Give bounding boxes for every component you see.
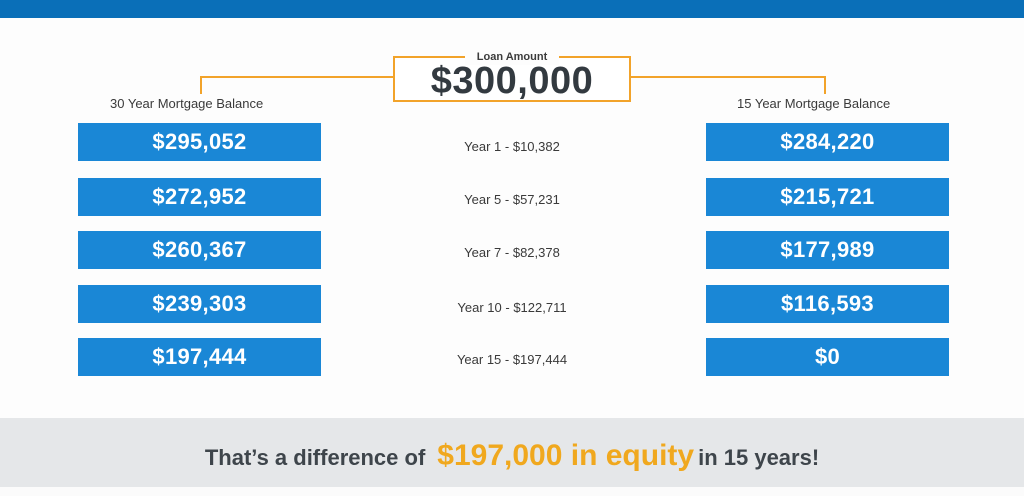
fifteen-year-balance: $0 bbox=[706, 338, 949, 376]
year-paid-label: Year 5 - $57,231 bbox=[464, 192, 560, 207]
year-paid-label: Year 10 - $122,711 bbox=[457, 300, 567, 315]
thirty-year-balance: $295,052 bbox=[78, 123, 321, 161]
summary-equity-highlight: $197,000 in equity bbox=[437, 439, 695, 472]
fifteen-year-balance: $116,593 bbox=[706, 285, 949, 323]
thirty-year-column-title: 30 Year Mortgage Balance bbox=[110, 96, 264, 111]
top-banner-bar bbox=[0, 0, 1024, 18]
loan-amount-value: $300,000 bbox=[430, 60, 594, 102]
fifteen-year-column-title: 15 Year Mortgage Balance bbox=[737, 96, 891, 111]
thirty-year-balance: $239,303 bbox=[78, 285, 321, 323]
summary-suffix: in 15 years! bbox=[698, 445, 820, 470]
thirty-year-balance: $260,367 bbox=[78, 231, 321, 269]
year-paid-label: Year 15 - $197,444 bbox=[456, 352, 568, 367]
right-connector-line bbox=[631, 76, 826, 94]
thirty-year-balance: $272,952 bbox=[78, 178, 321, 216]
summary-prefix: That’s a difference of bbox=[204, 445, 426, 470]
left-connector-line bbox=[200, 76, 393, 94]
fifteen-year-balance: $215,721 bbox=[706, 178, 949, 216]
fifteen-year-balance: $284,220 bbox=[706, 123, 949, 161]
summary-text: That’s a difference of $197,000 in equity… bbox=[0, 418, 1024, 487]
year-paid-label: Year 1 - $10,382 bbox=[464, 139, 560, 154]
thirty-year-balance: $197,444 bbox=[78, 338, 321, 376]
summary-footer: That’s a difference of $197,000 in equity… bbox=[0, 418, 1024, 487]
loan-amount-label: Loan Amount bbox=[465, 49, 559, 65]
fifteen-year-balance: $177,989 bbox=[706, 231, 949, 269]
year-paid-label: Year 7 - $82,378 bbox=[464, 245, 560, 260]
